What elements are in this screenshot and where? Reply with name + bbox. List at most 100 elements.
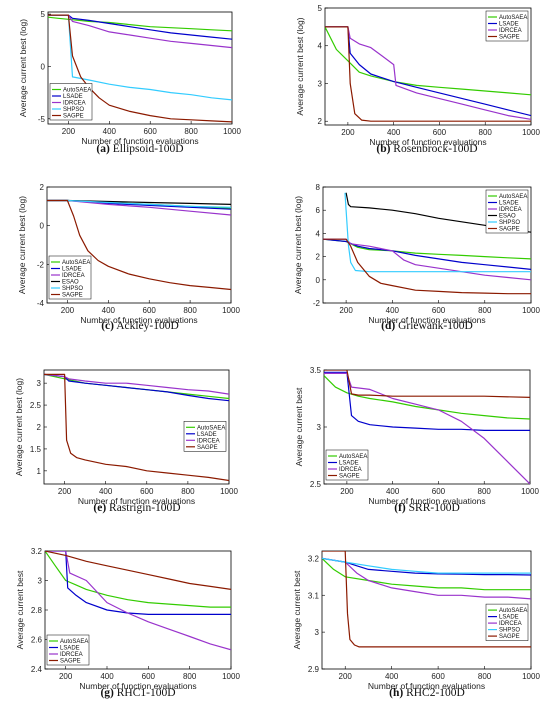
y-tick-label: 3.5: [310, 366, 322, 375]
chart-panel-8: 200 400 600 800 1000 2.9 3 3.1 3.2 Number of func…: [292, 550, 540, 699]
caption-text: Ellipsoid-100D: [110, 143, 184, 155]
x-tick-label: 400: [386, 487, 400, 496]
y-tick-label: 2: [318, 117, 323, 126]
caption-letter: (b): [376, 143, 390, 155]
series-line-sagpe: [44, 373, 229, 482]
chart-panel-3: 200 400 600 800 1000 -4 -2 0 2 Number of function…: [17, 183, 240, 332]
legend-entry: SAGPE: [62, 293, 83, 299]
series-line-autosaea: [45, 551, 231, 608]
x-tick-label: 1000: [223, 127, 241, 136]
y-tick-label: 3: [315, 628, 320, 637]
y-tick-label: -2: [37, 260, 45, 269]
legend-entry: AutoSAEA: [63, 88, 91, 94]
y-axis-label: Average current best (log): [18, 19, 28, 117]
y-tick-label: 0: [316, 276, 321, 285]
x-tick-label: 200: [61, 306, 75, 315]
x-tick-label: 400: [385, 672, 399, 681]
x-tick-label: 600: [432, 306, 446, 315]
caption-text: Rastrigin-100D: [106, 502, 180, 514]
chart-panel-5: 200 400 600 800 1000 1 1.5 2 2.5 3 Number of funct…: [14, 369, 238, 514]
panel-caption: (h) RHC2-100D: [389, 687, 465, 699]
panel-caption: (a) Ellipsoid-100D: [96, 143, 183, 155]
x-tick-label: 800: [478, 487, 492, 496]
legend-entry: SAGPE: [60, 659, 81, 665]
legend-entry: LSADE: [499, 22, 519, 28]
series-line-lsade: [324, 371, 530, 431]
x-tick-label: 1000: [222, 306, 240, 315]
y-axis-label: Average current best (log): [17, 196, 27, 294]
y-tick-label: 2: [37, 423, 42, 432]
x-tick-label: 1000: [522, 306, 540, 315]
series-line-lsade: [325, 26, 531, 117]
caption-text: Rosenbrock-100D: [390, 143, 477, 155]
x-tick-label: 600: [432, 487, 446, 496]
y-tick-label: 0: [40, 222, 45, 231]
series-line-sagpe: [45, 551, 231, 590]
series-line-shpso: [48, 14, 232, 101]
y-tick-label: 0: [41, 62, 46, 71]
series-line-sagpe: [322, 551, 531, 648]
x-axis-label: Number of function evaluations: [80, 315, 197, 325]
series-line-lsade: [45, 551, 231, 615]
series-line-lsade: [322, 557, 531, 576]
y-tick-label: 3: [37, 379, 42, 388]
y-tick-label: -2: [313, 299, 321, 308]
x-tick-label: 400: [102, 306, 116, 315]
y-axis-label: Average current best (log): [293, 196, 303, 294]
y-axis-label: Average current best (log): [295, 17, 305, 115]
x-tick-label: 800: [183, 672, 197, 681]
caption-letter: (h): [389, 687, 403, 699]
chart-panel-2: 200 400 600 800 1000 2 3 4 5 Number of function e…: [295, 4, 540, 155]
x-tick-label: 800: [478, 672, 492, 681]
series-line-idrcea: [48, 14, 232, 49]
legend-entry: AutoSAEA: [197, 425, 225, 431]
series-line-idrcea: [44, 373, 229, 395]
y-axis-label: Average current best: [294, 387, 304, 466]
panel-caption: (d) Griewank-100D: [381, 320, 473, 332]
panel-caption: (b) Rosenbrock-100D: [376, 143, 477, 155]
y-tick-label: -5: [38, 115, 46, 124]
series-line-sagpe: [324, 370, 530, 398]
y-tick-label: 3.2: [31, 547, 43, 556]
legend-entry: AutoSAEA: [499, 15, 527, 21]
y-tick-label: 5: [318, 4, 323, 13]
caption-text: Griewank-100D: [395, 320, 473, 332]
x-tick-label: 1000: [522, 128, 540, 137]
x-tick-label: 200: [341, 128, 355, 137]
series-line-autosaea: [325, 26, 531, 96]
series-line-idrcea: [323, 238, 531, 281]
legend-entry: AutoSAEA: [499, 194, 527, 200]
series-line-shpso: [322, 557, 531, 574]
legend-box: [48, 255, 92, 300]
y-tick-label: 3: [318, 79, 323, 88]
legend-entry: SAGPE: [499, 634, 520, 640]
y-tick-label: 1.5: [30, 445, 42, 454]
y-tick-label: 2.4: [31, 665, 43, 674]
legend-entry: ESAO: [62, 280, 79, 286]
x-tick-label: 600: [142, 672, 156, 681]
legend-entry: IDRCEA: [499, 207, 522, 213]
caption-letter: (a): [96, 143, 110, 155]
y-tick-label: -4: [37, 299, 45, 308]
legend-entry: SAGPE: [499, 35, 520, 41]
y-tick-label: 2.6: [31, 636, 43, 645]
y-tick-label: 1: [37, 467, 42, 476]
x-tick-label: 800: [478, 306, 492, 315]
series-line-autosaea: [323, 238, 531, 260]
x-tick-label: 200: [339, 672, 353, 681]
chart-panel-4: 200 400 600 800 1000 -2 0 2 4 6 8 Number of functio…: [293, 183, 540, 332]
legend-entry: IDRCEA: [499, 28, 522, 34]
legend-entry: LSADE: [62, 267, 82, 273]
series-line-sagpe: [48, 14, 232, 123]
legend-entry: IDRCEA: [63, 101, 86, 107]
y-axis-label: Average current best (log): [14, 378, 24, 476]
chart-panel-6: 200 400 600 800 1000 2.5 3 3.5 Number of functio…: [294, 366, 539, 514]
legend-entry: LSADE: [499, 615, 519, 621]
legend-entry: SHPSO: [499, 220, 520, 226]
series-line-sagpe: [325, 26, 531, 122]
